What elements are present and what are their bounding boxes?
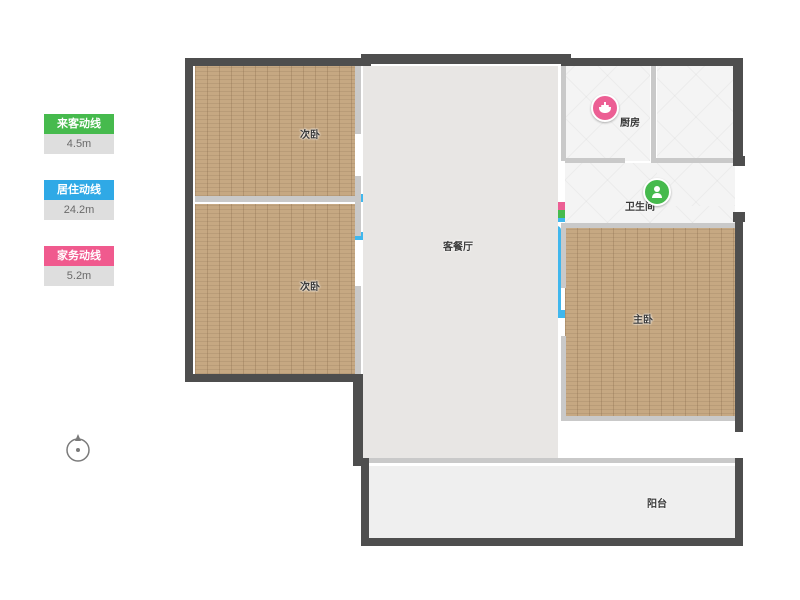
interior-wall xyxy=(355,286,361,374)
outer-wall xyxy=(185,58,361,66)
person-icon-marker xyxy=(643,178,671,206)
outer-wall xyxy=(735,458,743,538)
legend-item-living: 居住动线 24.2m xyxy=(44,180,114,220)
room-secondary_bedroom_2 xyxy=(195,204,355,374)
outer-wall xyxy=(735,422,743,432)
legend-value: 4.5m xyxy=(44,134,114,154)
interior-wall xyxy=(355,66,361,134)
room-living_dining xyxy=(363,66,558,458)
outer-wall xyxy=(571,58,741,66)
outer-wall xyxy=(733,58,743,158)
outer-wall xyxy=(361,458,369,538)
room-secondary_bedroom_1 xyxy=(195,66,355,196)
interior-wall xyxy=(355,176,361,236)
outer-wall xyxy=(371,54,561,64)
outer-wall xyxy=(361,538,743,546)
outer-wall xyxy=(353,374,363,466)
legend-label: 居住动线 xyxy=(44,180,114,200)
pot-icon-marker xyxy=(591,94,619,122)
legend: 来客动线 4.5m 居住动线 24.2m 家务动线 5.2m xyxy=(44,114,114,312)
outer-wall xyxy=(361,54,371,66)
legend-value: 5.2m xyxy=(44,266,114,286)
room-label-balcony: 阳台 xyxy=(647,495,667,510)
room-label-secondary_bedroom_1: 次卧 xyxy=(300,126,320,141)
outer-wall xyxy=(733,212,745,222)
interior-wall xyxy=(561,336,566,418)
compass-icon xyxy=(63,430,93,464)
interior-wall xyxy=(651,158,735,163)
legend-label: 来客动线 xyxy=(44,114,114,134)
floorplan: 次卧次卧客餐厅厨房卫生间主卧阳台 xyxy=(185,38,745,558)
interior-wall xyxy=(195,196,355,202)
room-label-secondary_bedroom_2: 次卧 xyxy=(300,278,320,293)
outer-wall xyxy=(185,58,193,382)
legend-value: 24.2m xyxy=(44,200,114,220)
outer-wall xyxy=(353,458,369,466)
room-label-kitchen: 厨房 xyxy=(620,114,640,129)
outer-wall xyxy=(733,156,745,166)
interior-wall xyxy=(561,223,735,228)
interior-wall xyxy=(363,458,735,463)
outer-wall xyxy=(185,374,361,382)
room-label-master_bedroom: 主卧 xyxy=(633,311,653,326)
interior-wall xyxy=(561,416,735,421)
interior-wall xyxy=(561,228,566,288)
legend-item-housework: 家务动线 5.2m xyxy=(44,246,114,286)
interior-wall xyxy=(561,66,566,161)
outer-wall xyxy=(561,54,571,66)
interior-wall xyxy=(651,66,656,161)
legend-item-guest: 来客动线 4.5m xyxy=(44,114,114,154)
legend-label: 家务动线 xyxy=(44,246,114,266)
room-balcony xyxy=(363,466,735,538)
outer-wall xyxy=(735,222,743,422)
interior-wall xyxy=(565,158,625,163)
room-label-living_dining: 客餐厅 xyxy=(443,238,473,253)
